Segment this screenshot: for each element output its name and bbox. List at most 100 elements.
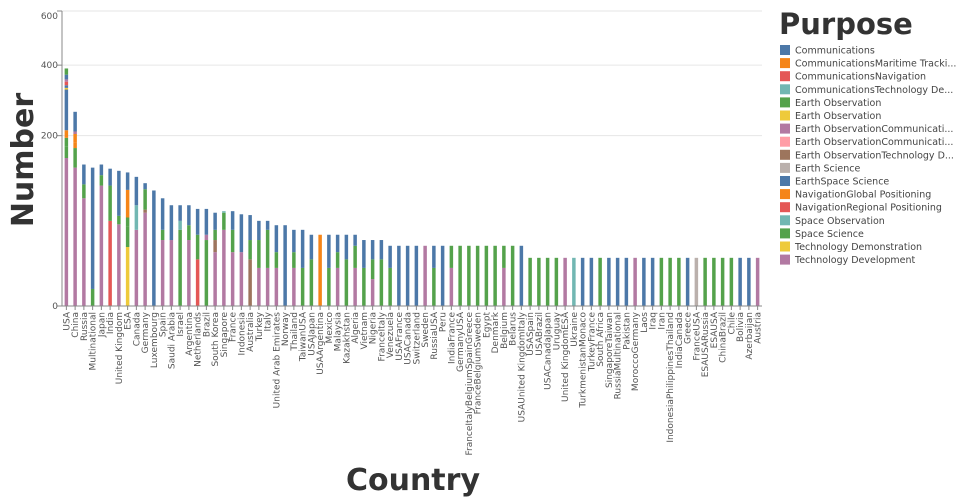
- bar-segment: GermanyUSA / Earth Observation: 25: [458, 245, 462, 306]
- legend-swatch: [780, 45, 790, 55]
- x-tick-label: Israel: [176, 312, 186, 337]
- x-tick-label: Russia: [80, 312, 90, 341]
- bar-segment: Netherlands / Earth Observation: 20: [195, 234, 200, 260]
- bar-segment: China / Communications: 50: [73, 111, 77, 132]
- bar-segment: Turkey / Communications: 20: [257, 220, 261, 241]
- bar-segment: Belgium / Earth Observation: 15: [502, 245, 506, 268]
- bar-segment: Spain / Earth Observation: 10: [160, 229, 165, 241]
- legend-swatch: [780, 136, 790, 147]
- bar-segment: Australia / Communications: 27: [248, 215, 252, 241]
- legend-swatch: [780, 71, 790, 82]
- bar-segment: ESA / Space Science: 20: [125, 226, 130, 247]
- bar-segment: ESA / Technology Demonstration: 24: [125, 247, 130, 306]
- bar-segment: Germany / Communications: 10: [143, 183, 147, 190]
- bar-segment: USA / CommunicationsMaritime Tracki...: …: [64, 130, 69, 138]
- bar-segment: United Kingdom / Communications: 70: [117, 170, 121, 216]
- legend-label: Technology Demonstration: [794, 242, 922, 253]
- legend-label: NavigationGlobal Positioning: [795, 190, 931, 201]
- bar-segment: SingaporeTaiwan / Communications: 16: [607, 257, 611, 306]
- bar-segment: Algeria / Technology Development: 10: [353, 267, 357, 306]
- bar-segment: USASpain / Earth Observation: 16: [528, 257, 532, 306]
- x-tick-label: Algeria: [351, 312, 361, 344]
- x-axis-title: Country: [346, 463, 480, 498]
- legend-label: CommunicationsNavigation: [795, 72, 926, 83]
- bar-segment: Venezuela / Earth Observation: 10: [388, 267, 392, 306]
- bar-segment: Vietnam / Earth Observation: 10: [362, 267, 366, 306]
- x-tick-label: FranceItalyBelgiumSpainGreece: [465, 312, 475, 456]
- bar-segment: Germany / Earth ObservationTechnology D.…: [143, 209, 147, 213]
- bar-segment: USA / Communications: 110: [64, 89, 69, 131]
- bar-segment: Nigeria / Communications: 15: [370, 240, 375, 260]
- x-tick-label: ChinaBrazil: [719, 312, 729, 363]
- y-tick-label: 400: [41, 61, 58, 71]
- x-tick-label: Belgium: [500, 312, 510, 349]
- grid-lines: [62, 10, 762, 307]
- x-tick-label: South Korea: [211, 312, 221, 367]
- x-tick-label: Germany: [141, 311, 151, 353]
- bar-segment: Malaysia / Communications: 15: [335, 234, 340, 253]
- bar-segment: USAJapan / Communications: 20: [309, 234, 314, 260]
- bar-segment: China / NavigationGlobal Positioning: 20: [73, 133, 77, 143]
- bar-segment: USA / Earth Observation: 5: [64, 87, 69, 90]
- legend-swatch: [780, 215, 790, 226]
- bar-segment: Thailand / Technology Development: 10: [292, 267, 296, 306]
- bar-segment: Nigeria / Earth Observation: 10: [370, 259, 375, 280]
- bar-segment: China / Earth ObservationCommunicati...:…: [73, 131, 77, 134]
- legend-label: EarthSpace Science: [795, 177, 889, 188]
- x-tick-label: ESAUSA: [710, 311, 720, 348]
- bar-segment: Japan / Technology Development: 100: [99, 185, 104, 306]
- bar-segment: USA / EarthSpace Science: 8: [64, 85, 69, 88]
- legend-swatch: [780, 123, 790, 134]
- bars: USA / Technology Development: 151USA / E…: [64, 68, 760, 306]
- bar-segment: ESAUSA / Earth Observation: 16: [712, 257, 716, 306]
- bar-segment: Argentina / Communications: 25: [187, 205, 191, 226]
- bar-segment: Vietnam / Communications: 20: [362, 240, 366, 268]
- bar-segment: Russia / Earth Observation: 22: [82, 184, 86, 199]
- legend-swatch: [780, 241, 790, 252]
- bar-segment: United Arab Emirates / Earth Observation…: [274, 252, 279, 268]
- bar-segment: USA / Space Science: 20: [64, 137, 69, 147]
- y-tick-label: 600: [41, 12, 58, 22]
- x-tick-label: ESAUSARussia: [701, 312, 711, 377]
- x-tick-label: TurkmenistanMonaco: [579, 312, 589, 409]
- x-tick-label: TaiwanUSA: [299, 311, 309, 362]
- bar-segment: IndiaCanada / Earth Observation: 16: [677, 257, 681, 306]
- bar-segment: Australia / Earth ObservationTechnology …: [248, 259, 252, 306]
- x-tick-label: Malaysia: [334, 312, 344, 351]
- bar-segment: Peru / Communications: 25: [440, 245, 445, 306]
- x-tick-label: Azerbaijan: [745, 312, 755, 360]
- bar-segment: Laos / Communications: 16: [642, 257, 646, 306]
- x-tick-label: Saudi Arabia: [167, 312, 177, 369]
- bar-segment: Algeria / Earth Observation: 15: [353, 245, 357, 268]
- bar-segment: USA / NavigationRegional Positioning: 11: [64, 81, 69, 86]
- x-tick-label: USAArgentina: [316, 312, 326, 375]
- x-tick-label: Uruguay: [552, 311, 562, 350]
- x-tick-label: IndonesiaPhilippinesThailand: [666, 312, 676, 443]
- x-tick-label: India: [106, 312, 116, 334]
- x-tick-label: USASpain: [526, 312, 536, 356]
- x-tick-label: USAUnited KingdomItaly: [517, 311, 527, 422]
- legend-swatch: [780, 149, 790, 160]
- legend-label: Earth ObservationTechnology D...: [795, 150, 954, 161]
- bar-segment: Russia / Communications: 36: [82, 164, 86, 185]
- bar-segment: Germany / Technology Development: 60: [143, 212, 147, 306]
- x-tick-label: RussiaMultinational: [614, 312, 624, 399]
- legend-swatch: [780, 58, 790, 69]
- bar-segment: Mexico / Communications: 25: [327, 234, 331, 268]
- bar-segment: ESA / NavigationGlobal Positioning: 39: [125, 189, 130, 218]
- bar-segment: Spain / Technology Development: 30: [160, 240, 165, 306]
- x-tick-label: Kazakhstan: [342, 312, 352, 364]
- bar-segment: Japan / Earth Observation: 18: [99, 175, 104, 186]
- x-tick-label: USA: [62, 311, 72, 330]
- bar-segment: Venezuela / Communications: 15: [388, 245, 392, 268]
- x-tick-label: Indonesia: [237, 312, 247, 356]
- x-tick-label: Brazil: [202, 312, 212, 337]
- legend-label: Earth Observation: [795, 111, 881, 122]
- bar-segment: Malaysia / Technology Development: 10: [335, 267, 340, 306]
- bar-segment: Indonesia / Communications: 38: [239, 214, 244, 253]
- bar-segment: Netherlands / NavigationRegional Positio…: [195, 259, 200, 306]
- x-tick-label: Sweden: [421, 312, 431, 348]
- bar-segment: Australia / Earth Observation: 15: [248, 240, 252, 260]
- bar-segment: Brazil / Technology Development: 5: [204, 234, 209, 241]
